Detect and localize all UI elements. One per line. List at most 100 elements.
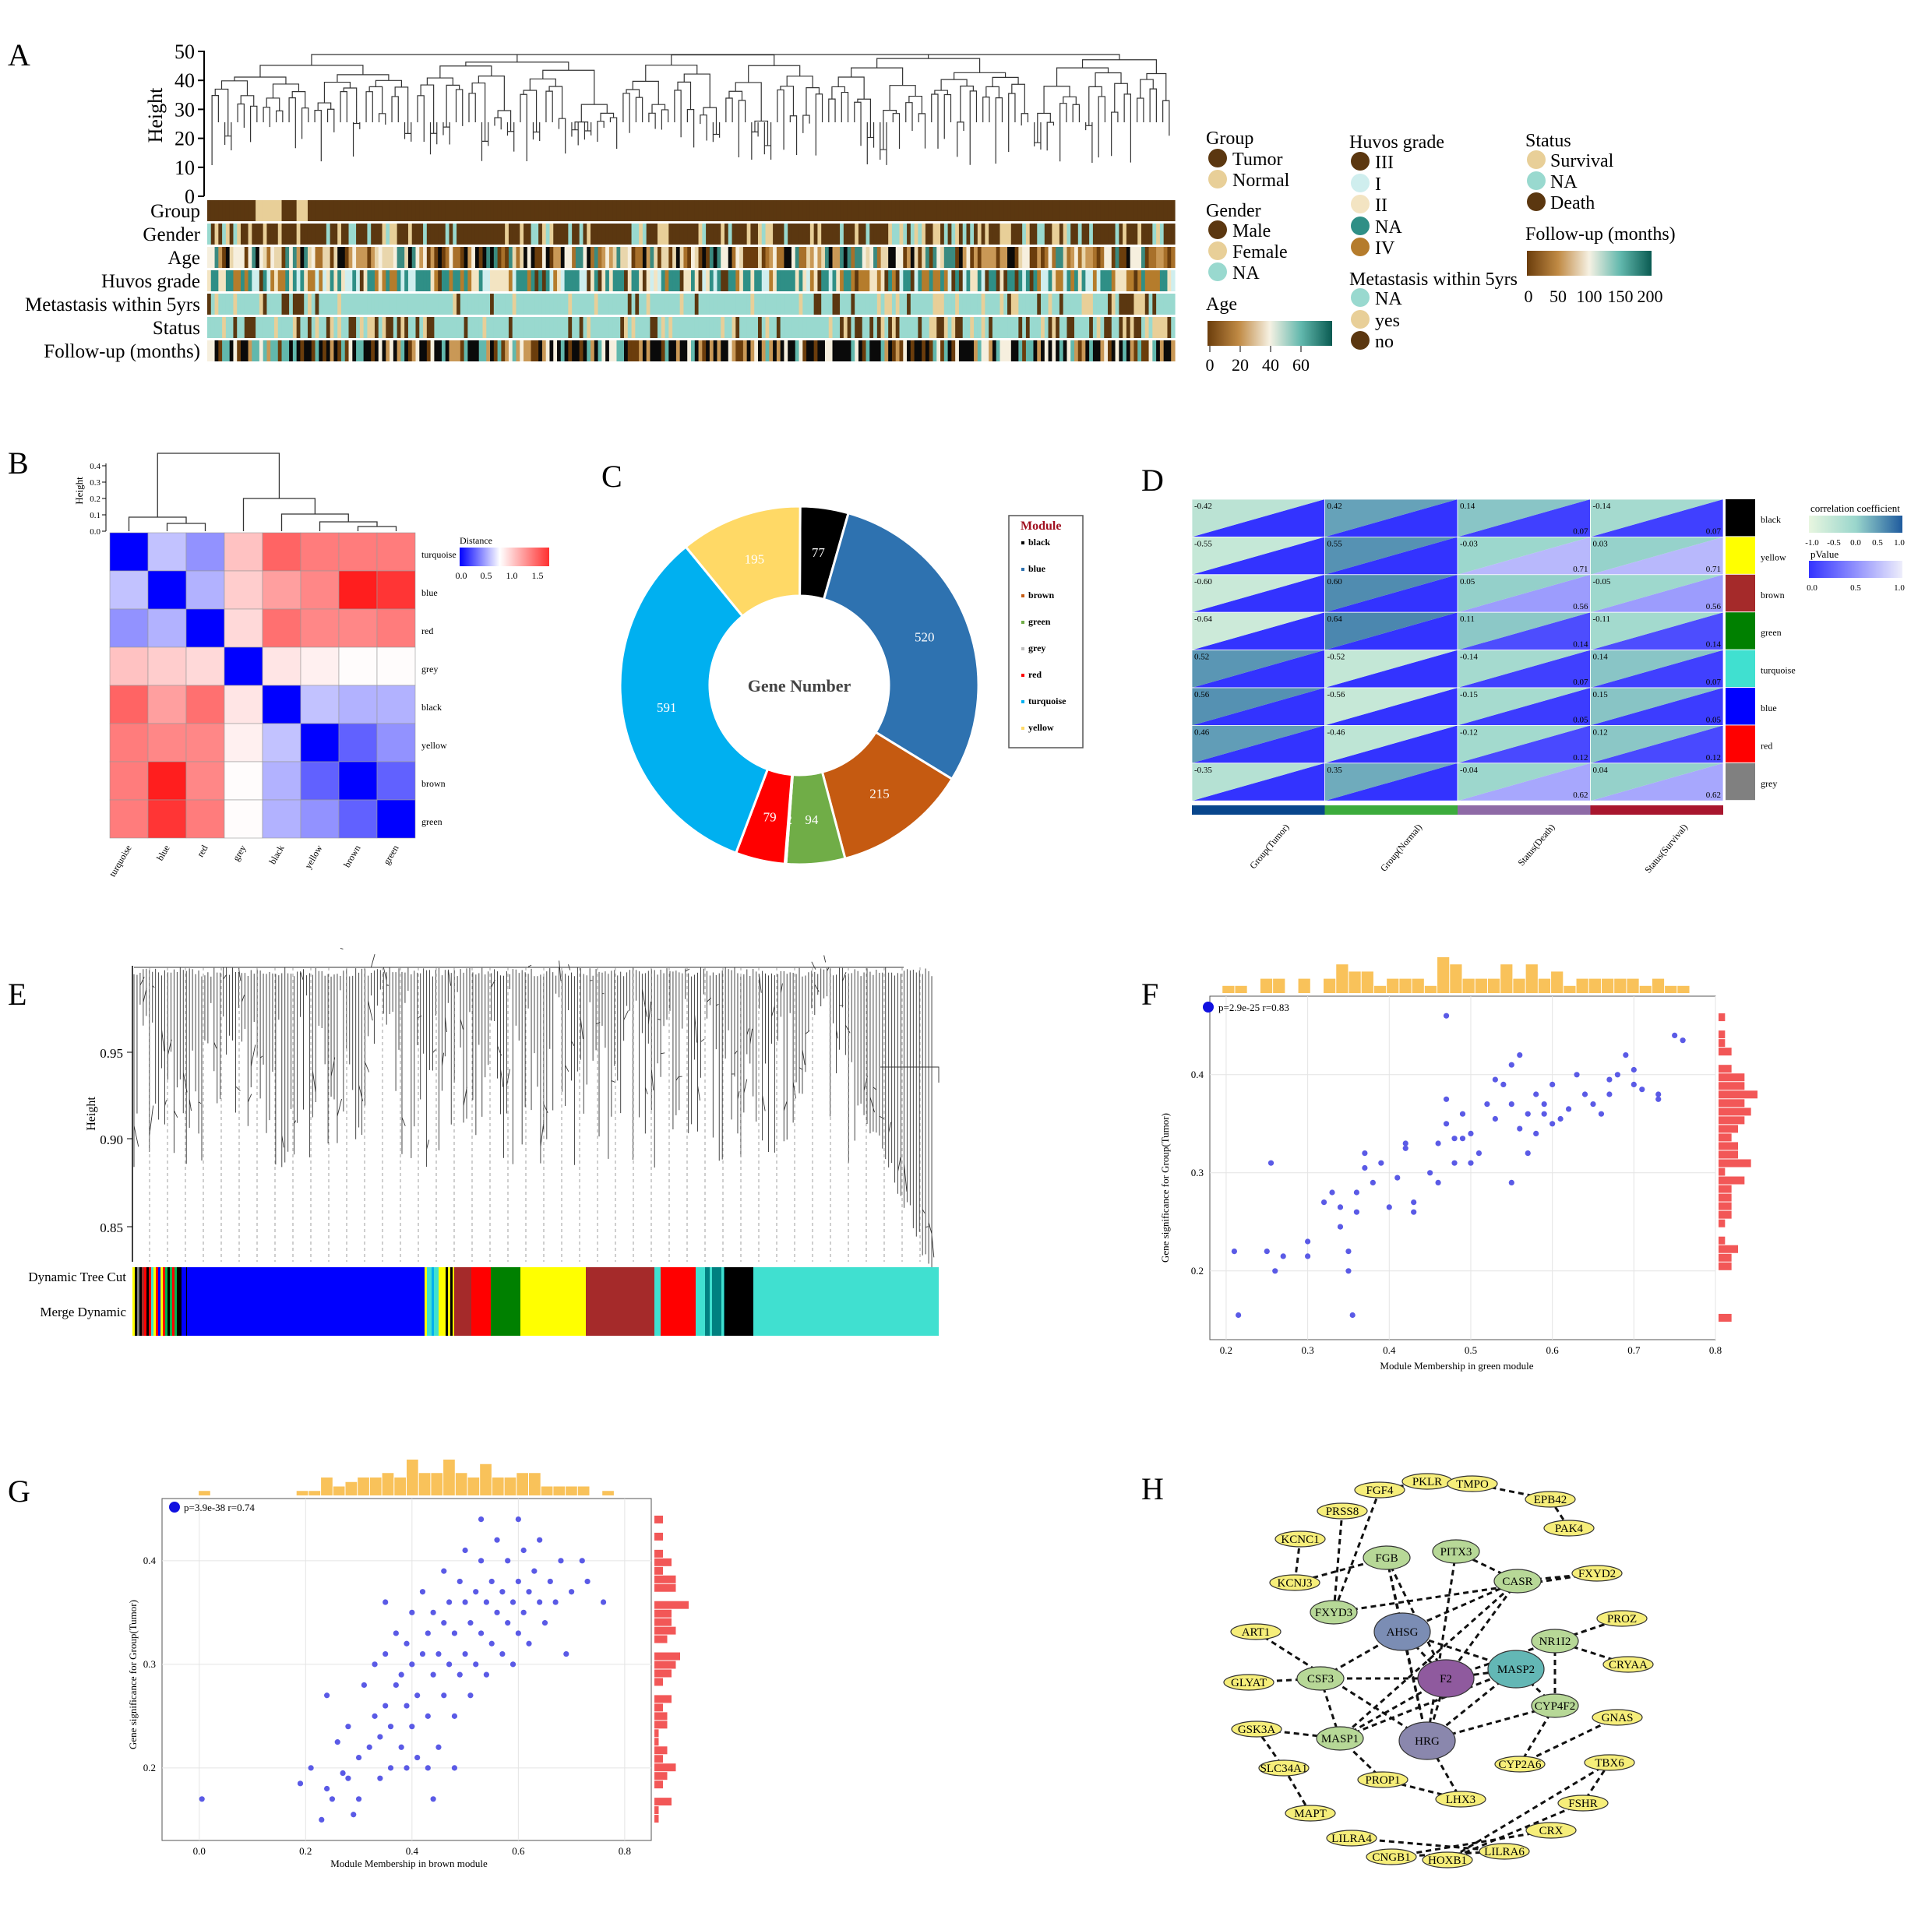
a-track-cell	[739, 200, 744, 221]
a-track-cell	[668, 200, 673, 221]
a-track-cell	[382, 317, 386, 338]
f-plot-point	[1492, 1115, 1498, 1122]
a-track-cell	[1037, 224, 1042, 245]
d-corr-value: -0.04	[1460, 766, 1478, 775]
a-track-cell	[989, 200, 993, 221]
b-row-label: turquoise	[421, 549, 457, 560]
g-plot-point	[383, 1599, 389, 1605]
a-track-cell	[1077, 317, 1083, 338]
b-heat-cell	[185, 608, 225, 648]
a-track-cell	[549, 294, 554, 315]
d-module-trait-heatmap: -0.42 0.42 0.140.07-0.140.07-0.55 0.55 -0.03…	[1191, 498, 1796, 875]
c-legend-item: blue	[1028, 563, 1046, 574]
b-heat-cell	[300, 532, 340, 572]
a-track-cell	[423, 340, 428, 361]
a-track-cell	[1148, 294, 1153, 315]
e-color-block	[520, 1267, 586, 1336]
a-track-cell	[356, 340, 361, 361]
g-plot-point	[319, 1816, 325, 1823]
a-track-cell	[471, 294, 476, 315]
f-plot-yhist-bar	[1719, 1159, 1751, 1168]
d-row-label: brown	[1761, 590, 1785, 601]
a-track-cell	[843, 294, 848, 315]
a-track-cell	[411, 224, 417, 245]
a-track-cell	[910, 270, 915, 291]
a-track-cell	[757, 224, 763, 245]
a-track-cell	[352, 340, 357, 361]
a-track-cell	[538, 200, 543, 221]
a-track-cell	[1144, 317, 1150, 338]
a-track-cell	[601, 200, 606, 221]
a-track-cell	[1152, 294, 1157, 315]
panel-label-b: B	[8, 446, 29, 481]
a-track-cell	[311, 224, 316, 245]
a-track-cell	[553, 317, 558, 338]
a-track-cell	[698, 294, 703, 315]
a-track-cell	[929, 340, 934, 361]
a-track-cell	[277, 317, 283, 338]
a-track-cell	[1148, 224, 1153, 245]
a-track-cell	[1100, 340, 1105, 361]
e-color-block	[471, 1267, 491, 1336]
a-track-cell	[951, 294, 956, 315]
e-color-strip	[179, 1267, 182, 1336]
a-track-cell	[929, 247, 934, 268]
f-plot-point	[1435, 1179, 1441, 1185]
a-track-cell	[244, 294, 249, 315]
h-edge	[1332, 1489, 1381, 1613]
a-track-cell	[918, 317, 922, 338]
a-track-cell	[724, 317, 729, 338]
h-node-label: CASR	[1502, 1576, 1532, 1588]
a-track-cell	[694, 247, 700, 268]
a-track-cell	[1130, 340, 1135, 361]
g-plot-point	[409, 1609, 415, 1615]
a-track-cell	[1014, 340, 1019, 361]
a-track-cell	[1130, 200, 1135, 221]
a-followup-tick: 150	[1608, 287, 1634, 306]
a-track-cell	[467, 224, 472, 245]
d-corr-value: -0.42	[1194, 502, 1212, 511]
a-track-cell	[1074, 224, 1079, 245]
a-track-cell	[493, 317, 499, 338]
a-track-cell	[847, 317, 852, 338]
a-track-cell	[661, 294, 666, 315]
a-track-cell	[225, 200, 231, 221]
a-track-cell	[557, 224, 562, 245]
a-track-cell	[869, 224, 874, 245]
a-track-cell	[996, 224, 1001, 245]
a-track-cell	[661, 247, 666, 268]
a-track-label: Huvos grade	[101, 271, 200, 292]
a-legend-item: no	[1375, 332, 1394, 352]
a-track-cell	[709, 317, 714, 338]
a-track-cell	[966, 200, 971, 221]
a-legend-item: NA	[1375, 289, 1402, 309]
g-plot-xhist-bar	[516, 1473, 528, 1495]
a-track-cell	[943, 224, 949, 245]
g-plot-point	[441, 1568, 447, 1574]
a-track-cell	[974, 340, 978, 361]
g-plot-yhist-bar	[654, 1661, 676, 1669]
g-plot-point	[297, 1780, 304, 1787]
a-track-label: Age	[167, 248, 200, 269]
a-track-cell	[955, 200, 960, 221]
a-track-cell	[524, 224, 528, 245]
a-track-cell	[635, 200, 640, 221]
a-track-cell	[393, 340, 398, 361]
a-track-cell	[813, 224, 819, 245]
h-node-hrg	[1398, 1721, 1456, 1760]
a-track-cell	[411, 270, 417, 291]
a-track-cell	[1025, 247, 1031, 268]
a-track-cell	[407, 200, 413, 221]
a-track-cell	[1074, 200, 1079, 221]
c-legend-box	[1008, 515, 1084, 748]
a-track-cell	[642, 294, 647, 315]
a-track-cell	[1123, 340, 1127, 361]
a-track-cell	[612, 247, 618, 268]
a-track-cell	[627, 340, 633, 361]
d-corr-value: -0.12	[1460, 727, 1478, 737]
a-track-cell	[225, 317, 231, 338]
f-plot-xhist-bar	[1462, 978, 1475, 993]
b-heat-cell	[338, 608, 378, 648]
a-track-cell	[639, 247, 643, 268]
a-track-cell	[557, 270, 562, 291]
